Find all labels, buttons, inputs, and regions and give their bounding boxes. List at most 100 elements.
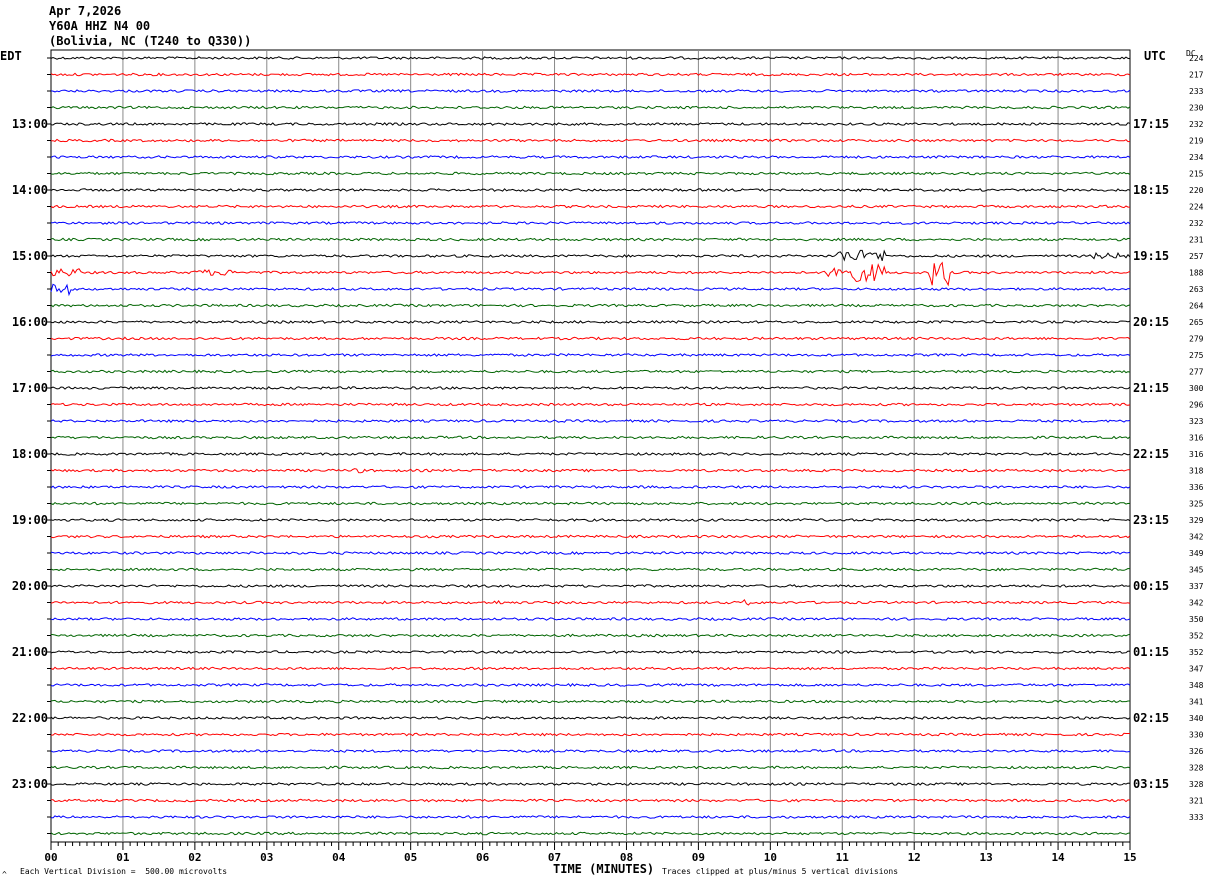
trace-line	[50, 155, 1131, 159]
trace-line	[50, 435, 1131, 440]
utc-time-label: 23:15	[1133, 513, 1169, 527]
trace-line	[50, 353, 1131, 357]
trace-line	[50, 419, 1131, 423]
dc-value: 265	[1189, 318, 1204, 327]
station-location: (Bolivia, NC (T240 to Q330))	[49, 34, 252, 48]
x-tick-label: 01	[116, 851, 130, 864]
dc-value: 224	[1189, 203, 1204, 212]
dc-value: 333	[1189, 813, 1204, 822]
utc-time-label: 21:15	[1133, 381, 1169, 395]
trace-line	[50, 567, 1131, 572]
trace-line	[50, 261, 1131, 287]
trace-line	[50, 518, 1131, 522]
dc-value: 349	[1189, 549, 1204, 558]
dc-value: 348	[1189, 681, 1204, 690]
x-tick-label: 11	[836, 851, 850, 864]
dc-value: 232	[1189, 219, 1204, 228]
x-tick-label: 14	[1051, 851, 1065, 864]
corner-mark: ^	[2, 870, 7, 879]
trace-line	[50, 122, 1131, 126]
dc-value: 340	[1189, 714, 1204, 723]
dc-value: 329	[1189, 516, 1204, 525]
dc-value: 316	[1189, 434, 1204, 443]
trace-line	[50, 831, 1131, 836]
dc-header: DC	[1186, 49, 1196, 58]
dc-value: 232	[1189, 120, 1204, 129]
trace-line	[50, 633, 1131, 638]
dc-value: 347	[1189, 665, 1204, 674]
dc-value: 328	[1189, 780, 1204, 789]
edt-time-label: 20:00	[12, 579, 48, 593]
trace-line	[50, 716, 1131, 720]
x-tick-label: 12	[908, 851, 921, 864]
dc-value: 230	[1189, 104, 1204, 113]
trace-line	[50, 650, 1131, 654]
edt-time-label: 14:00	[12, 183, 48, 197]
dc-value: 318	[1189, 467, 1204, 476]
dc-value: 215	[1189, 170, 1204, 179]
utc-time-label: 19:15	[1133, 249, 1169, 263]
trace-line	[50, 683, 1131, 687]
dc-value: 330	[1189, 731, 1204, 740]
utc-time-label: 22:15	[1133, 447, 1169, 461]
trace-line	[50, 402, 1131, 407]
dc-value: 337	[1189, 582, 1204, 591]
trace-line	[50, 617, 1131, 621]
trace-line	[50, 56, 1131, 60]
dc-value: 217	[1189, 71, 1204, 80]
edt-time-label: 22:00	[12, 711, 48, 725]
edt-time-label: 15:00	[12, 249, 48, 263]
trace-line	[50, 237, 1131, 242]
x-tick-label: 02	[188, 851, 201, 864]
trace-line	[50, 782, 1131, 786]
utc-time-label: 17:15	[1133, 117, 1169, 131]
trace-line	[50, 598, 1131, 606]
trace-line	[50, 749, 1131, 753]
edt-time-label: 23:00	[12, 777, 48, 791]
utc-time-label: 02:15	[1133, 711, 1169, 725]
dc-value: 219	[1189, 137, 1204, 146]
trace-line	[50, 221, 1131, 225]
dc-value: 277	[1189, 368, 1204, 377]
dc-value: 300	[1189, 384, 1204, 393]
trace-line	[50, 699, 1130, 704]
trace-line	[50, 204, 1130, 209]
dc-value: 328	[1189, 764, 1204, 773]
dc-value: 316	[1189, 450, 1204, 459]
trace-line	[50, 798, 1131, 803]
x-tick-label: 07	[548, 851, 561, 864]
edt-time-label: 13:00	[12, 117, 48, 131]
dc-value: 342	[1189, 533, 1204, 542]
trace-line	[50, 732, 1130, 737]
plot-frame	[50, 49, 1131, 843]
dc-value: 188	[1189, 269, 1204, 278]
dc-value: 233	[1189, 87, 1204, 96]
x-tick-label: 06	[476, 851, 490, 864]
edt-time-label: 17:00	[12, 381, 48, 395]
edt-time-label: 16:00	[12, 315, 48, 329]
trace-line	[50, 666, 1131, 671]
dc-value: 296	[1189, 401, 1204, 410]
dc-value: 321	[1189, 797, 1204, 806]
clip-note: Traces clipped at plus/minus 5 vertical …	[662, 867, 899, 876]
dc-value: 323	[1189, 417, 1204, 426]
x-tick-label: 05	[404, 851, 417, 864]
utc-time-label: 01:15	[1133, 645, 1169, 659]
trace-line	[50, 249, 1131, 262]
trace-line	[50, 72, 1131, 77]
dc-value: 342	[1189, 599, 1204, 608]
x-tick-label: 03	[260, 851, 273, 864]
dc-value: 336	[1189, 483, 1204, 492]
x-tick-label: 04	[332, 851, 346, 864]
dc-value: 341	[1189, 698, 1204, 707]
trace-line	[50, 534, 1131, 539]
dc-value: 275	[1189, 351, 1204, 360]
trace-line	[50, 452, 1131, 456]
dc-value: 257	[1189, 252, 1204, 261]
x-tick-label: 13	[980, 851, 993, 864]
edt-time-label: 18:00	[12, 447, 48, 461]
trace-line	[50, 765, 1131, 770]
dc-value: 224	[1189, 54, 1204, 63]
dc-value: 350	[1189, 615, 1204, 624]
